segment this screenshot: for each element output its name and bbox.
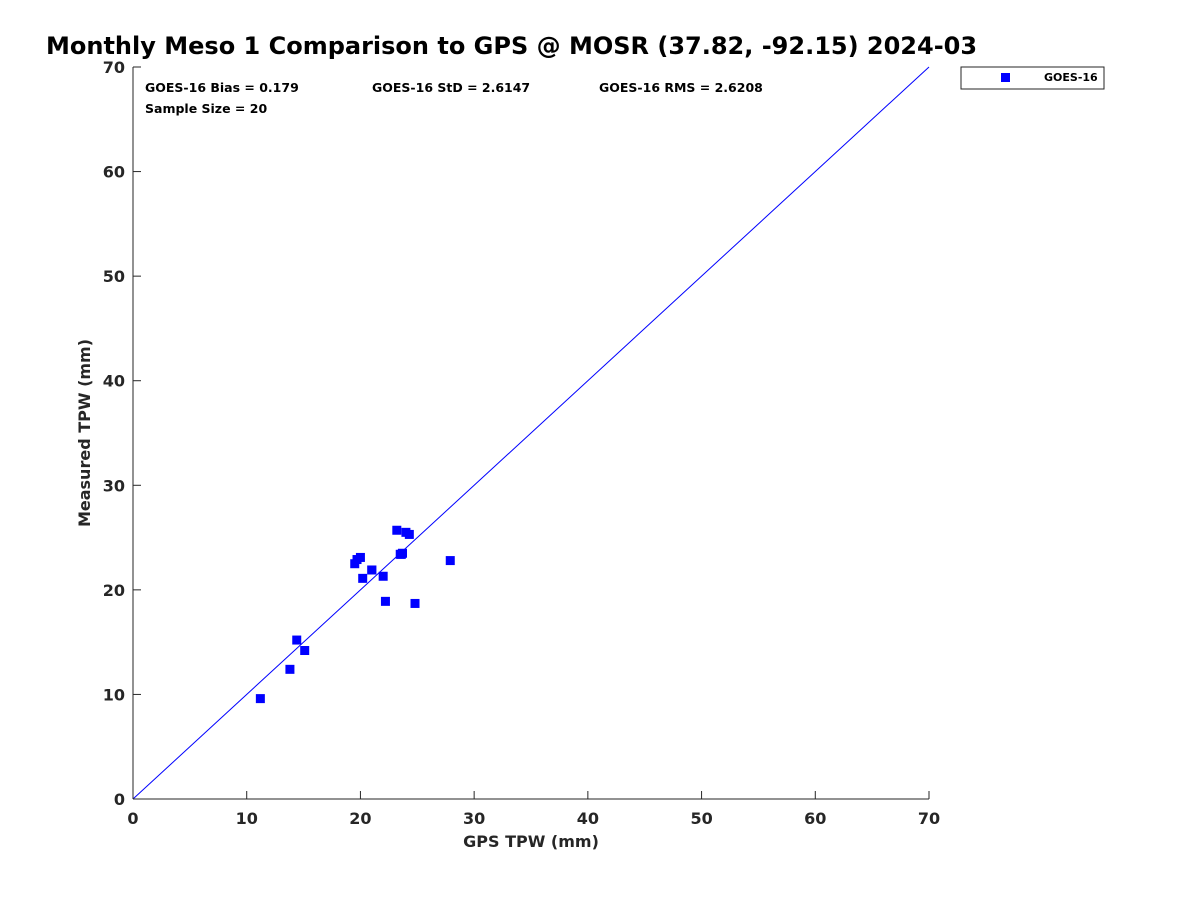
- data-point: [300, 646, 310, 656]
- bias-stat: GOES-16 Bias = 0.179: [145, 80, 299, 95]
- y-tick-label: 40: [103, 372, 125, 391]
- data-point: [380, 596, 390, 606]
- y-tick-label: 50: [103, 267, 125, 286]
- data-point: [285, 664, 295, 674]
- data-point: [445, 556, 455, 566]
- y-tick-label: 30: [103, 476, 125, 495]
- data-point: [392, 525, 402, 535]
- x-tick-label: 40: [577, 809, 599, 828]
- y-tick-label: 20: [103, 581, 125, 600]
- data-point: [367, 565, 377, 575]
- x-tick-label: 30: [463, 809, 485, 828]
- x-tick-label: 70: [918, 809, 940, 828]
- x-axis-label: GPS TPW (mm): [463, 832, 599, 851]
- data-point: [396, 549, 406, 559]
- axis-ticks: 0 10 20 30 40 50 60 70 0 10 20 30 40 50 60 70: [103, 58, 940, 828]
- x-tick-label: 60: [804, 809, 826, 828]
- data-point: [404, 529, 414, 539]
- y-axis-label: Measured TPW (mm): [75, 339, 94, 527]
- data-point: [410, 598, 420, 608]
- std-stat: GOES-16 StD = 2.6147: [372, 80, 530, 95]
- x-tick-label: 50: [690, 809, 712, 828]
- data-point: [358, 573, 368, 583]
- rms-stat: GOES-16 RMS = 2.6208: [599, 80, 763, 95]
- chart-title: Monthly Meso 1 Comparison to GPS @ MOSR …: [46, 32, 977, 60]
- legend-marker-goes16: [1001, 73, 1010, 82]
- plot-area: [132, 66, 930, 800]
- data-point: [355, 552, 365, 562]
- x-tick-label: 20: [349, 809, 371, 828]
- legend-box: [960, 66, 1105, 90]
- legend-label-goes16: GOES-16: [1044, 71, 1098, 84]
- legend: GOES-16: [960, 66, 1105, 90]
- y-tick-label: 0: [114, 790, 125, 809]
- y-tick-label: 60: [103, 163, 125, 182]
- x-tick-label: 0: [127, 809, 138, 828]
- data-point: [292, 635, 302, 645]
- data-point: [378, 571, 388, 581]
- data-point: [255, 694, 265, 704]
- sample-size-stat: Sample Size = 20: [145, 101, 267, 116]
- y-tick-label: 10: [103, 685, 125, 704]
- one-to-one-reference-line: [132, 66, 930, 800]
- y-tick-label: 70: [103, 58, 125, 77]
- x-tick-label: 10: [236, 809, 258, 828]
